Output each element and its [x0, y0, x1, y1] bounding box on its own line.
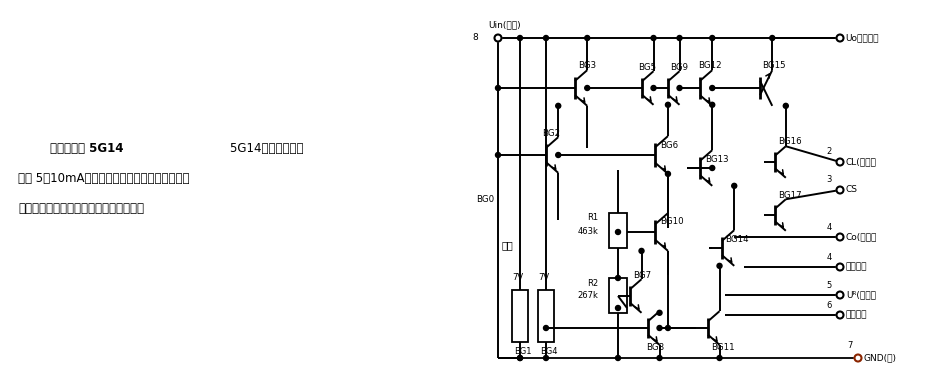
Circle shape [555, 103, 560, 108]
Circle shape [517, 355, 522, 360]
Circle shape [555, 152, 560, 157]
Text: 463k: 463k [577, 226, 598, 236]
Text: 8: 8 [472, 33, 478, 43]
Circle shape [835, 159, 843, 165]
Text: BG0: BG0 [476, 195, 494, 205]
Text: BG14: BG14 [724, 236, 748, 244]
Text: BG3: BG3 [578, 62, 596, 70]
Text: BG1: BG1 [514, 347, 531, 357]
Circle shape [543, 326, 548, 331]
Text: 2: 2 [826, 147, 831, 157]
Text: 只有 5～10mA，一般使用需要扩流。因此，了解: 只有 5～10mA，一般使用需要扩流。因此，了解 [18, 172, 190, 185]
Text: BG16: BG16 [777, 137, 801, 147]
Text: 7V: 7V [512, 273, 523, 283]
Text: 5G14本身输出电流: 5G14本身输出电流 [215, 141, 303, 154]
Circle shape [615, 306, 620, 311]
Text: BG5: BG5 [637, 64, 655, 72]
Circle shape [543, 36, 548, 41]
Circle shape [709, 36, 714, 41]
Text: BG7: BG7 [632, 272, 650, 280]
Circle shape [783, 103, 787, 108]
Circle shape [615, 275, 620, 280]
Circle shape [650, 85, 655, 90]
Circle shape [835, 311, 843, 319]
Text: BG13: BG13 [704, 155, 728, 165]
Text: 4: 4 [826, 223, 831, 231]
Text: BG8: BG8 [646, 344, 664, 352]
Circle shape [665, 102, 669, 107]
Circle shape [709, 165, 714, 170]
Text: BG10: BG10 [659, 218, 683, 226]
Circle shape [676, 85, 682, 90]
Circle shape [716, 355, 721, 360]
Text: 同相输入: 同相输入 [845, 311, 867, 319]
Circle shape [517, 355, 522, 360]
Text: 3: 3 [826, 175, 831, 185]
Circle shape [517, 36, 522, 41]
Circle shape [835, 291, 843, 298]
Circle shape [676, 36, 682, 41]
Bar [537, 290, 553, 342]
Text: 7: 7 [847, 340, 852, 350]
Text: BG17: BG17 [777, 190, 801, 200]
Text: Uo（输出）: Uo（输出） [844, 33, 878, 43]
Bar [608, 278, 626, 313]
Circle shape [853, 355, 861, 362]
Circle shape [638, 249, 644, 254]
Text: BG2: BG2 [542, 129, 560, 137]
Text: Uᴿ(基准）: Uᴿ(基准） [845, 290, 875, 300]
Circle shape [835, 187, 843, 193]
Text: CS: CS [845, 185, 857, 195]
Text: 6: 6 [826, 301, 831, 309]
Bar [512, 290, 528, 342]
Text: 多端稳压器 5G14: 多端稳压器 5G14 [50, 141, 124, 154]
Text: BG12: BG12 [698, 62, 721, 70]
Text: 启动: 启动 [501, 240, 514, 250]
Circle shape [584, 85, 589, 90]
Circle shape [584, 36, 589, 41]
Circle shape [835, 264, 843, 270]
Circle shape [769, 36, 774, 41]
Circle shape [716, 264, 721, 268]
Circle shape [665, 172, 669, 177]
Circle shape [656, 355, 662, 360]
Text: Uin(输入): Uin(输入) [487, 21, 520, 29]
Text: 其内部电路结构才能灵活设计扩流电路。: 其内部电路结构才能灵活设计扩流电路。 [18, 201, 143, 214]
Circle shape [665, 326, 669, 331]
Circle shape [709, 85, 714, 90]
Text: BG15: BG15 [761, 62, 784, 70]
Circle shape [650, 36, 655, 41]
Text: 5: 5 [826, 280, 831, 290]
Circle shape [494, 34, 501, 41]
Text: 反相输入: 反相输入 [845, 262, 867, 272]
Circle shape [656, 326, 662, 331]
Circle shape [495, 85, 500, 90]
Circle shape [615, 229, 620, 234]
Text: BG11: BG11 [710, 344, 733, 352]
Circle shape [835, 34, 843, 41]
Circle shape [709, 102, 714, 107]
Text: R2: R2 [586, 278, 598, 288]
Text: Co(频补）: Co(频补） [845, 232, 876, 242]
Text: BG4: BG4 [539, 347, 557, 357]
Text: 267k: 267k [577, 291, 598, 301]
Bar [608, 213, 626, 248]
Text: 7V: 7V [537, 273, 548, 283]
Text: 4: 4 [826, 252, 831, 262]
Circle shape [656, 310, 662, 315]
Text: GND(地): GND(地) [862, 354, 895, 362]
Text: R1: R1 [586, 213, 598, 223]
Text: BG9: BG9 [669, 64, 687, 72]
Circle shape [835, 234, 843, 241]
Circle shape [615, 355, 620, 360]
Text: BG6: BG6 [659, 141, 678, 149]
Text: CL(限流）: CL(限流） [845, 157, 876, 167]
Circle shape [495, 152, 500, 157]
Circle shape [731, 183, 736, 188]
Circle shape [543, 355, 548, 360]
